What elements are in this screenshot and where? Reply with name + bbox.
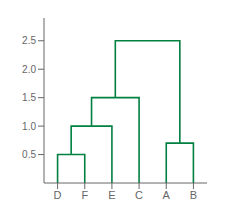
svg-text:F: F (81, 189, 88, 201)
svg-text:B: B (190, 189, 197, 201)
svg-text:C: C (135, 189, 143, 201)
svg-text:2.0: 2.0 (22, 64, 36, 75)
svg-text:1.0: 1.0 (22, 121, 36, 132)
svg-text:E: E (108, 189, 115, 201)
svg-text:2.5: 2.5 (22, 35, 36, 46)
svg-text:A: A (163, 189, 171, 201)
svg-text:0.5: 0.5 (22, 149, 36, 160)
svg-text:1.5: 1.5 (22, 92, 36, 103)
svg-text:D: D (54, 189, 62, 201)
